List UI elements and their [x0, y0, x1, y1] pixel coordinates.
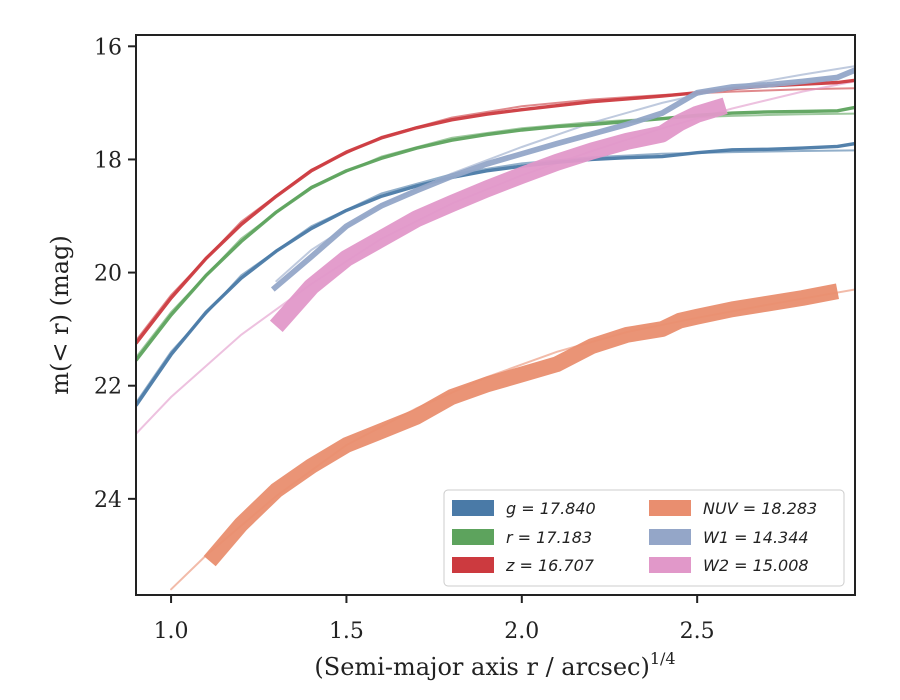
legend-label-g: g = 17.840 — [506, 499, 596, 518]
legend-swatch-w2 — [649, 557, 691, 573]
x-axis-label-main: (Semi-major axis r / arcsec) — [314, 653, 649, 681]
y-tick-label: 20 — [94, 262, 122, 287]
y-tick-label: 16 — [94, 35, 122, 60]
x-axis-label-sup: 1/4 — [650, 649, 676, 668]
x-axis: 1.0 1.5 2.0 2.5 — [154, 595, 715, 644]
legend-swatch-nuv — [649, 500, 691, 516]
data-band-r — [136, 105, 855, 362]
data-band-w1 — [270, 67, 855, 292]
y-tick-label: 24 — [94, 488, 122, 513]
legend-frame — [443, 489, 845, 587]
legend-label-r: r = 17.183 — [506, 528, 592, 547]
legend-label-w2: W2 = 15.008 — [703, 556, 809, 575]
legend-label-z: z = 16.707 — [505, 556, 595, 575]
y-tick-label: 18 — [94, 148, 122, 173]
x-axis-label: (Semi-major axis r / arcsec)1/4 — [314, 649, 675, 681]
y-axis-label: m(< r) (mag) — [46, 235, 74, 394]
data-band-nuv — [203, 283, 840, 567]
y-tick-label: 22 — [94, 375, 122, 400]
x-tick-label: 1.5 — [329, 619, 364, 644]
data-bands — [136, 67, 855, 567]
legend-label-nuv: NUV = 18.283 — [703, 499, 817, 518]
legend-swatch-g — [452, 500, 494, 516]
legend-swatch-z — [452, 557, 494, 573]
data-band-w2 — [269, 97, 728, 332]
x-tick-label: 2.0 — [504, 619, 539, 644]
data-band-g — [136, 141, 855, 407]
plot-frame — [135, 34, 856, 596]
legend-swatch-r — [452, 529, 494, 545]
y-axis: 16 18 20 22 24 — [94, 35, 136, 513]
legend: g = 17.840 r = 17.183 z = 16.707 NUV = 18.2… — [443, 489, 845, 587]
legend-label-w1: W1 = 14.344 — [703, 528, 809, 547]
x-tick-label: 2.5 — [680, 619, 715, 644]
legend-swatch-w1 — [649, 529, 691, 545]
x-tick-label: 1.0 — [154, 619, 189, 644]
